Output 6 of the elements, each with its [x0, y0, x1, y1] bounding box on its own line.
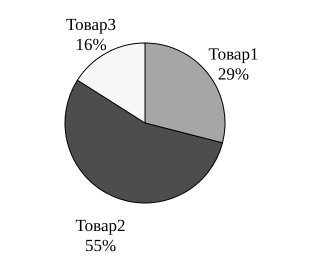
data-label: 55% [84, 236, 116, 255]
slice-label: Товар1 [208, 44, 258, 64]
slice-label: Товар3 [66, 14, 116, 34]
data-label: 16% [75, 34, 107, 54]
slice-label: Товар2 [76, 216, 126, 235]
data-label: 29% [218, 64, 250, 84]
